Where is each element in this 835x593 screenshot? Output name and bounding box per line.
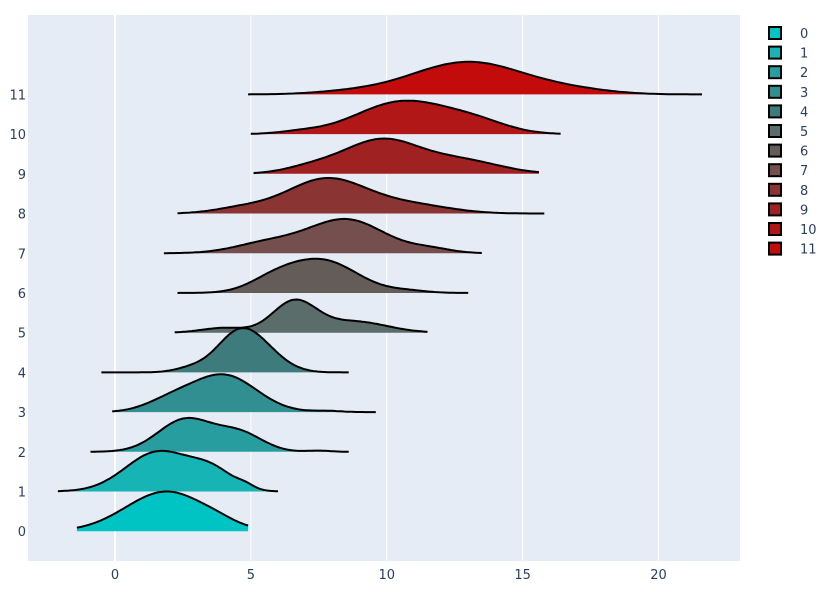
legend-swatch xyxy=(768,222,782,236)
x-tick-label: 0 xyxy=(111,568,119,583)
legend-label: 3 xyxy=(800,86,808,101)
y-tick-label: 7 xyxy=(18,247,26,262)
legend: 0 1 2 3 4 5 6 7 8 9 10 11 xyxy=(768,26,817,258)
y-tick-label: 8 xyxy=(18,208,26,223)
ridge-line xyxy=(76,490,249,529)
x-tick-label: 20 xyxy=(650,568,667,583)
y-tick-label: 10 xyxy=(9,128,26,143)
ridge-fill xyxy=(57,450,279,492)
legend-label: 5 xyxy=(800,125,808,140)
legend-swatch xyxy=(768,143,782,158)
y-tick-label: 4 xyxy=(18,366,26,381)
ridge-fill xyxy=(250,100,561,135)
legend-label: 11 xyxy=(800,243,817,258)
legend-swatch xyxy=(768,26,782,40)
legend-label: 4 xyxy=(800,105,808,120)
ridge-line xyxy=(248,60,702,96)
y-tick-label: 6 xyxy=(18,287,26,302)
y-tick-label: 5 xyxy=(18,327,26,342)
legend-swatch xyxy=(768,202,782,217)
ridge-series-5 xyxy=(174,298,428,334)
legend-item-4: 4 xyxy=(768,104,808,120)
y-tick-label: 2 xyxy=(18,446,26,461)
legend-item-1: 1 xyxy=(768,45,808,62)
ridge-series-4 xyxy=(101,327,349,374)
ridge-fill xyxy=(163,218,482,254)
x-tick-label: 15 xyxy=(514,568,531,583)
ridge-series-8 xyxy=(177,177,545,215)
y-tick-label: 11 xyxy=(9,88,26,103)
ridge-series-7 xyxy=(163,217,482,255)
y-tick-label: 1 xyxy=(18,486,26,501)
ridge-series-11 xyxy=(248,60,702,96)
y-tick-label: 3 xyxy=(18,406,26,421)
ridge-line xyxy=(112,373,376,414)
legend-label: 10 xyxy=(800,223,817,238)
legend-label: 6 xyxy=(800,145,808,160)
x-axis-ticks: 0 5 10 15 20 xyxy=(111,568,667,583)
legend-swatch xyxy=(768,65,782,80)
legend-swatch xyxy=(768,163,782,178)
legend-swatch xyxy=(768,182,782,197)
ridge-series-3 xyxy=(112,373,376,414)
ridges xyxy=(57,60,702,532)
ridge-series-0 xyxy=(76,490,249,532)
legend-swatch xyxy=(768,45,782,60)
legend-label: 1 xyxy=(800,47,808,62)
ridge-line xyxy=(163,217,482,255)
ridge-fill xyxy=(177,178,545,214)
legend-label: 0 xyxy=(800,27,808,42)
legend-item-5: 5 xyxy=(768,124,808,140)
legend-item-6: 6 xyxy=(768,143,808,160)
ridge-line xyxy=(250,99,561,135)
legend-swatch xyxy=(768,84,782,99)
y-tick-label: 9 xyxy=(18,168,26,183)
legend-item-3: 3 xyxy=(768,84,808,101)
ridge-line xyxy=(253,137,539,175)
legend-item-9: 9 xyxy=(768,202,808,218)
legend-item-11: 11 xyxy=(768,241,817,258)
ridge-fill xyxy=(177,258,469,293)
legend-swatch xyxy=(768,104,782,119)
ridge-line xyxy=(101,327,349,374)
ridge-line xyxy=(90,416,349,453)
y-axis-ticks: 0 1 2 3 4 5 6 7 8 9 10 11 xyxy=(9,88,26,540)
legend-item-0: 0 xyxy=(768,26,808,42)
legend-label: 9 xyxy=(800,203,808,218)
x-tick-label: 5 xyxy=(247,568,255,583)
ridge-fill xyxy=(248,61,702,95)
legend-label: 8 xyxy=(800,184,808,199)
ridge-series-2 xyxy=(90,416,349,453)
legend-label: 2 xyxy=(800,66,808,81)
ridge-series-6 xyxy=(177,257,469,294)
ridge-line xyxy=(177,177,545,215)
legend-item-8: 8 xyxy=(768,182,808,199)
legend-item-10: 10 xyxy=(768,222,817,238)
ridge-fill xyxy=(253,138,539,174)
ridge-line xyxy=(174,298,428,334)
legend-swatch xyxy=(768,124,782,138)
x-tick-label: 10 xyxy=(378,568,395,583)
legend-item-2: 2 xyxy=(768,65,808,81)
legend-swatch xyxy=(768,241,782,256)
ridge-series-1 xyxy=(57,449,279,493)
legend-item-7: 7 xyxy=(768,163,808,179)
ridge-series-10 xyxy=(250,99,561,135)
ridge-fill xyxy=(76,491,249,532)
ridge-series-9 xyxy=(253,137,539,175)
ridge-line xyxy=(177,257,469,294)
y-tick-label: 0 xyxy=(18,525,26,540)
legend-label: 7 xyxy=(800,164,808,179)
ridge-line xyxy=(57,449,279,493)
ridge-fill xyxy=(90,417,349,452)
ridge-fill xyxy=(112,374,376,413)
ridge-fill xyxy=(174,299,428,333)
